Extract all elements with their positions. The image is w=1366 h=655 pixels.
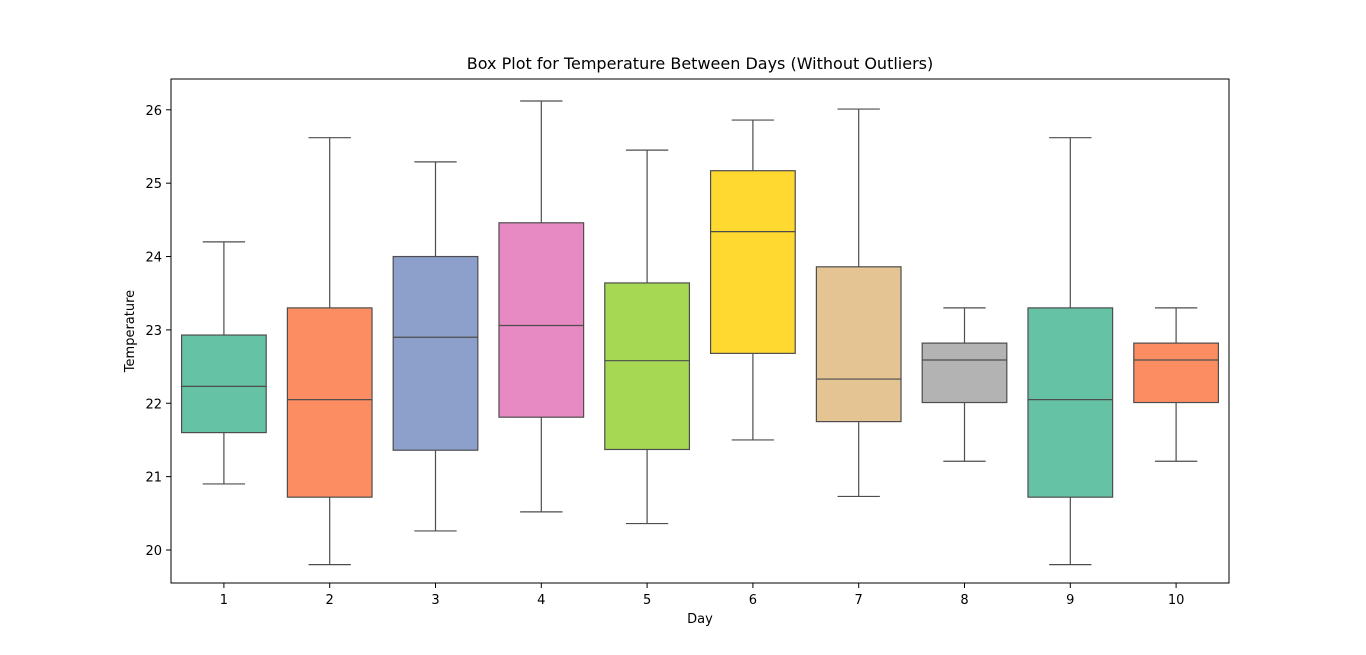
x-tick-label: 10: [1168, 593, 1185, 608]
interquartile-box: [815, 266, 902, 423]
y-tick-label: 23: [145, 324, 162, 339]
box-day-3: [392, 161, 479, 532]
x-tick-label: 6: [749, 593, 757, 608]
interquartile-box: [498, 222, 585, 418]
box-day-8: [921, 307, 1008, 462]
interquartile-box: [604, 282, 691, 451]
interquartile-box: [921, 342, 1008, 404]
x-tick-label: 2: [326, 593, 334, 608]
interquartile-box: [180, 334, 267, 434]
box-day-7: [815, 108, 902, 498]
y-tick-label: 20: [145, 544, 162, 559]
y-tick-label: 21: [145, 471, 162, 486]
x-tick-label: 1: [220, 593, 228, 608]
box-day-5: [604, 149, 691, 525]
box-day-9: [1027, 137, 1114, 566]
chart-title: Box Plot for Temperature Between Days (W…: [467, 54, 933, 73]
y-tick-label: 25: [145, 177, 162, 192]
box-day-10: [1133, 307, 1220, 462]
box-day-4: [498, 100, 585, 513]
y-tick-label: 22: [145, 397, 162, 412]
interquartile-box: [1027, 307, 1114, 498]
x-tick-label: 7: [855, 593, 863, 608]
y-axis-label: Temperature: [123, 290, 138, 373]
box-day-2: [286, 137, 373, 566]
box-day-1: [180, 241, 267, 485]
x-tick-label: 5: [643, 593, 651, 608]
box-day-6: [709, 119, 796, 441]
box-series: [180, 100, 1220, 566]
interquartile-box: [709, 170, 796, 354]
interquartile-box: [1133, 342, 1220, 404]
x-tick-label: 8: [960, 593, 968, 608]
plot-area-frame: [170, 78, 1230, 584]
y-tick-label: 24: [145, 251, 162, 266]
y-axis: 20 21 22 23 24 25 26: [145, 104, 171, 559]
y-tick-label: 26: [145, 104, 162, 119]
x-tick-label: 9: [1066, 593, 1074, 608]
interquartile-box: [286, 307, 373, 498]
interquartile-box: [392, 255, 479, 451]
x-tick-label: 3: [431, 593, 439, 608]
x-axis-label: Day: [687, 612, 713, 627]
x-tick-label: 4: [537, 593, 545, 608]
x-axis: 1 2 3 4 5 6 7 8 9 10: [220, 583, 1185, 608]
